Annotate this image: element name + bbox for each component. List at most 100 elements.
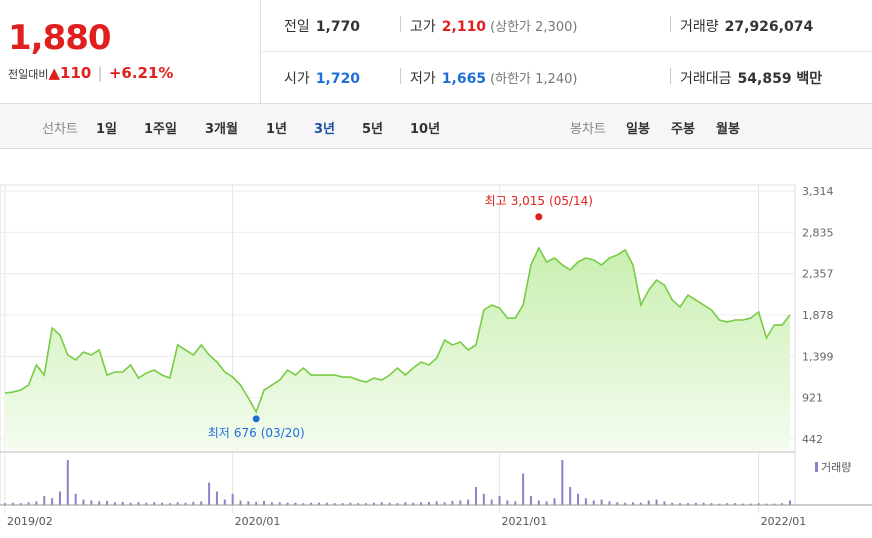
- volume-bar: [467, 499, 470, 505]
- volume-legend: 거래량: [821, 461, 851, 474]
- volume-bar: [475, 487, 477, 505]
- volume-bar: [592, 500, 595, 505]
- volume-bar: [757, 503, 760, 505]
- period-tab[interactable]: 5년: [362, 122, 384, 137]
- volume-bar: [749, 503, 752, 505]
- volume-bar: [600, 499, 603, 505]
- price-box: 1,880 전일대비▲110 | +6.21%: [0, 0, 261, 103]
- volume-bar: [514, 501, 517, 505]
- volume-bar: [545, 501, 548, 505]
- volume-bar: [145, 502, 148, 505]
- volume-bar: [686, 503, 689, 505]
- volume-bar: [223, 499, 226, 505]
- change-value: 110: [60, 64, 92, 82]
- volume-bar: [781, 503, 784, 505]
- up-icon: ▲: [48, 64, 61, 82]
- header: 1,880 전일대비▲110 | +6.21% 전일 1,770 고가 2,110 (상한가…: [0, 0, 872, 104]
- volume-bar: [302, 503, 305, 505]
- stat-note: (상한가 2,300): [490, 20, 578, 35]
- tab-bar: 선차트 1일 1주일 3개월 1년 3년 5년 10년 봉차트 일봉 주봉 월봉: [0, 104, 872, 149]
- stat: 저가 1,665 (하한가 1,240): [410, 68, 577, 88]
- period-tab[interactable]: 3년: [314, 122, 336, 137]
- candle-tab[interactable]: 월봉: [716, 122, 740, 137]
- volume-bar: [357, 503, 360, 505]
- candle-tab[interactable]: 일봉: [626, 122, 650, 137]
- volume-bar: [569, 487, 572, 505]
- period-tab[interactable]: 3개월: [205, 122, 238, 137]
- price-area: [5, 247, 790, 450]
- candle-tab[interactable]: 주봉: [671, 122, 695, 137]
- volume-bar: [43, 496, 46, 505]
- volume-bar: [584, 498, 587, 505]
- volume-bar: [427, 501, 430, 505]
- period-tab[interactable]: 1일: [96, 122, 118, 137]
- volume-bar: [694, 502, 697, 505]
- line-chart-label: 선차트: [42, 122, 78, 137]
- volume-bar: [765, 503, 768, 505]
- y-tick-label: 442: [802, 433, 823, 446]
- y-tick-label: 2,357: [802, 268, 834, 281]
- volume-bar: [19, 503, 22, 505]
- low-dot: [252, 415, 260, 423]
- period-tab[interactable]: 1년: [266, 122, 288, 137]
- volume-bar: [106, 500, 109, 505]
- volume-bar: [74, 493, 77, 505]
- volume-bar: [773, 503, 776, 505]
- volume-bar: [561, 460, 564, 505]
- stat-label: 전일: [284, 19, 310, 35]
- stat-value: 2,110: [441, 19, 487, 35]
- volume-bar: [624, 502, 627, 505]
- stat-label: 거래량: [680, 19, 719, 35]
- volume-bar: [435, 501, 438, 505]
- period-tab[interactable]: 1주일: [144, 122, 177, 137]
- volume-bar: [247, 501, 250, 505]
- volume-bar: [35, 501, 38, 505]
- volume-bar: [82, 499, 85, 505]
- x-tick-label: 2021/01: [502, 515, 548, 528]
- volume-legend-swatch: [815, 462, 818, 472]
- volume-bar: [718, 503, 721, 505]
- separator: [400, 16, 401, 32]
- stat: 거래대금 54,859 백만: [680, 68, 822, 88]
- price: 1,880: [8, 18, 112, 58]
- stat-label: 저가: [410, 71, 436, 87]
- volume-bar: [192, 501, 195, 505]
- volume-bar: [522, 473, 525, 505]
- y-tick-label: 1,399: [802, 350, 834, 363]
- stat-value: 27,926,074: [724, 19, 814, 35]
- volume-bar: [726, 503, 729, 505]
- volume-bar: [231, 493, 234, 505]
- volume-bar: [341, 503, 344, 505]
- y-tick-label: 2,835: [802, 226, 834, 239]
- volume-bar: [506, 500, 509, 505]
- volume-bar: [734, 503, 737, 505]
- volume-bar: [27, 502, 30, 505]
- volume-bar: [632, 502, 634, 505]
- volume-bar: [263, 500, 266, 505]
- volume-bar: [333, 503, 336, 505]
- volume-bar: [200, 501, 203, 505]
- volume-bar: [404, 502, 407, 505]
- volume-bar: [51, 498, 54, 505]
- volume-bar: [239, 500, 242, 505]
- volume-bar: [325, 502, 328, 505]
- separator: [400, 68, 401, 84]
- stat-value: 1,665: [441, 71, 487, 87]
- volume-bar: [655, 499, 658, 505]
- x-tick-label: 2019/02: [7, 515, 53, 528]
- change: 전일대비▲110 | +6.21%: [8, 64, 174, 82]
- volume-bar: [396, 503, 399, 505]
- volume-bar: [310, 502, 313, 505]
- y-tick-label: 921: [802, 392, 823, 405]
- volume-bar: [215, 491, 218, 505]
- volume-bar: [294, 502, 297, 505]
- stats-row: 전일 1,770 고가 2,110 (상한가 2,300) 거래량 27,926,074: [262, 0, 872, 51]
- volume-bar: [168, 503, 171, 505]
- volume-bar: [616, 502, 619, 505]
- volume-bar: [702, 502, 705, 505]
- volume-bar: [789, 500, 791, 505]
- period-tab[interactable]: 10년: [410, 122, 441, 137]
- high-value_label: 3,015: [511, 194, 545, 208]
- x-tick-label: 2020/01: [235, 515, 281, 528]
